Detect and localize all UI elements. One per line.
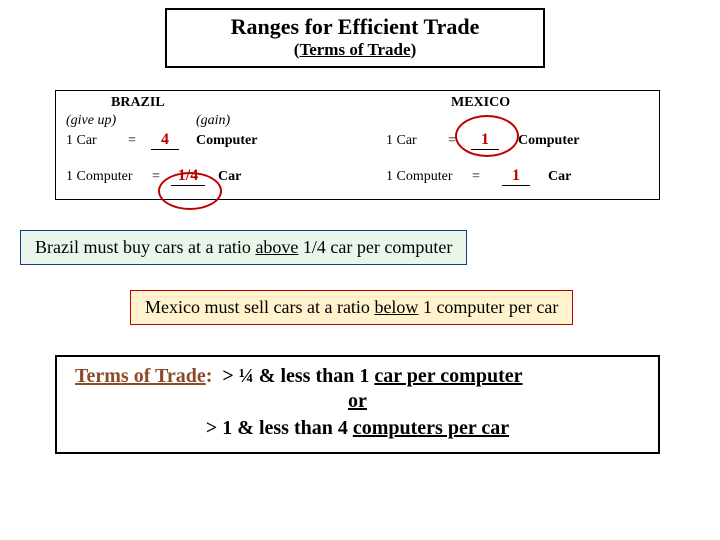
terms-line1-u: car per computer [374,365,522,387]
trade-table: BRAZIL (give up) (gain) 1 Car = 4 Comput… [55,90,660,200]
brazil-gain: (gain) [196,113,230,129]
mexico-r1-left: 1 Car [386,133,417,149]
mexico-r2-eq: = [472,169,480,185]
mexico-r2-val: 1 [512,167,520,184]
terms-line2-rest: > 1 & less than 4 [206,417,353,439]
brazil-r1-left: 1 Car [66,133,97,149]
brazil-header: BRAZIL [111,95,165,111]
terms-label: Terms of Trade [75,365,206,387]
statement-mexico: Mexico must sell cars at a ratio below 1… [130,290,573,325]
mexico-r1-val-line: 1 [471,131,499,150]
brazil-r1-unit: Computer [196,133,257,149]
brazil-r1-val-line: 4 [151,131,179,150]
title-sub: (Terms of Trade) [175,40,535,60]
brazil-r2-left: 1 Computer [66,169,133,185]
brazil-r2-val-line: 1/4 [171,167,205,186]
mexico-r2-unit: Car [548,169,571,185]
statement-brazil: Brazil must buy cars at a ratio above 1/… [20,230,467,265]
terms-box: Terms of Trade: > ¼ & less than 1 car pe… [55,355,660,454]
stmt2-key: below [374,297,418,317]
mexico-r2-val-line: 1 [502,167,530,186]
mexico-header: MEXICO [451,95,510,111]
title-box: Ranges for Efficient Trade (Terms of Tra… [165,8,545,68]
terms-or: or [348,390,367,412]
mexico-r1-eq: = [448,133,456,149]
brazil-r2-eq: = [152,169,160,185]
stmt1-prefix: Brazil must buy cars at a ratio [35,237,255,257]
sub-suffix: ) [411,40,417,59]
terms-line1-rest: > ¼ & less than 1 [222,365,374,387]
brazil-r1-val: 4 [161,131,169,148]
sub-text: Terms of Trade [299,40,410,59]
stmt1-suffix: 1/4 car per computer [298,237,452,257]
title-main: Ranges for Efficient Trade [175,14,535,40]
terms-line2-u: computers per car [353,417,509,439]
mexico-r2-left: 1 Computer [386,169,453,185]
stmt1-key: above [255,237,298,257]
brazil-r1-eq: = [128,133,136,149]
stmt2-prefix: Mexico must sell cars at a ratio [145,297,374,317]
brazil-r2-val: 1/4 [178,167,198,184]
mexico-r1-unit: Computer [518,133,579,149]
brazil-r2-unit: Car [218,169,241,185]
stmt2-suffix: 1 computer per car [418,297,558,317]
mexico-r1-val: 1 [481,131,489,148]
brazil-giveup: (give up) [66,113,116,129]
terms-line1: Terms of Trade: > ¼ & less than 1 car pe… [71,365,644,388]
